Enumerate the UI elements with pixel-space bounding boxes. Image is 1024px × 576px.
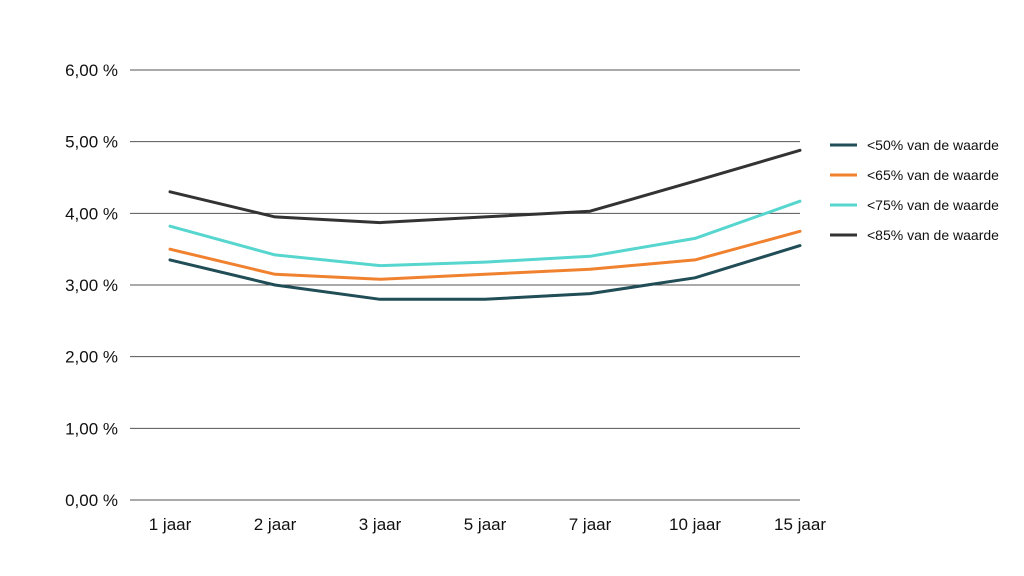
y-axis-label: 4,00 % — [65, 204, 118, 223]
legend-label: <50% van de waarde — [867, 137, 999, 153]
x-axis-label: 5 jaar — [464, 515, 507, 534]
series-line — [170, 150, 800, 222]
y-axis-label: 3,00 % — [65, 276, 118, 295]
y-axis-label: 0,00 % — [65, 491, 118, 510]
y-axis-label: 5,00 % — [65, 133, 118, 152]
x-axis-label: 1 jaar — [149, 515, 192, 534]
x-axis-label: 2 jaar — [254, 515, 297, 534]
y-axis-label: 6,00 % — [65, 61, 118, 80]
legend-label: <65% van de waarde — [867, 167, 999, 183]
y-axis-label: 1,00 % — [65, 419, 118, 438]
y-axis-label: 2,00 % — [65, 348, 118, 367]
series-line — [170, 231, 800, 279]
line-chart: 0,00 % 1,00 % 2,00 % 3,00 % 4,00 % 5,00 % 6,00… — [0, 0, 1024, 576]
x-axis-label: 15 jaar — [774, 515, 826, 534]
x-axis-label: 10 jaar — [669, 515, 721, 534]
x-axis-label: 7 jaar — [569, 515, 612, 534]
legend-label: <75% van de waarde — [867, 197, 999, 213]
legend-label: <85% van de waarde — [867, 227, 999, 243]
x-axis-label: 3 jaar — [359, 515, 402, 534]
